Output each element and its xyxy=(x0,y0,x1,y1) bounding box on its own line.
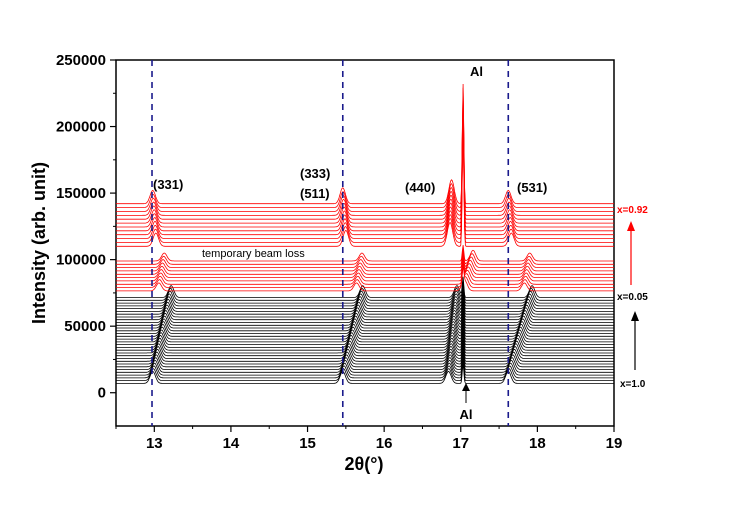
diffraction-trace xyxy=(116,254,614,272)
peak-label-333: (333) xyxy=(300,166,330,181)
diffraction-trace xyxy=(116,355,614,376)
x092-label: x=0.92 xyxy=(617,205,648,216)
diffraction-trace xyxy=(116,313,614,334)
y-tick-label: 150000 xyxy=(56,185,106,202)
al-arrow xyxy=(462,383,470,403)
y-tick-label: 100000 xyxy=(56,252,106,269)
diffraction-trace xyxy=(116,99,614,220)
x-tick-label: 17 xyxy=(452,435,469,452)
diffraction-trace xyxy=(116,291,614,312)
diffraction-trace xyxy=(116,262,614,282)
al-label-bottom: Al xyxy=(460,407,473,422)
y-tick-label: 0 xyxy=(98,385,106,402)
y-axis-title: Intensity (arb. unit) xyxy=(29,162,49,324)
diffraction-trace xyxy=(116,296,614,318)
diffraction-trace xyxy=(116,91,614,212)
diffraction-trace xyxy=(116,107,614,228)
diffraction-trace xyxy=(116,346,614,368)
x-tick-label: 14 xyxy=(223,435,240,452)
diffraction-trace xyxy=(116,349,614,370)
diffraction-trace xyxy=(116,264,614,288)
diffraction-trace xyxy=(116,293,614,315)
diffraction-trace xyxy=(116,244,614,262)
diffraction-trace xyxy=(116,122,614,243)
red-progress-arrow xyxy=(627,221,635,285)
diffraction-trace xyxy=(116,251,614,268)
diffraction-trace xyxy=(116,335,614,357)
diffraction-trace xyxy=(116,341,614,362)
diffraction-trace xyxy=(116,257,614,275)
y-tick-label: 200000 xyxy=(56,119,106,136)
diffraction-trace xyxy=(116,111,614,232)
diffraction-trace xyxy=(116,305,614,326)
diffraction-trace xyxy=(116,307,614,329)
diffraction-trace xyxy=(116,263,614,285)
diffraction-trace xyxy=(116,248,614,265)
diffraction-trace xyxy=(116,103,614,224)
x-tick-label: 15 xyxy=(299,435,316,452)
x005-label: x=0.05 xyxy=(617,292,648,303)
x-axis-title: 2θ(°) xyxy=(345,454,384,474)
beam-loss-label: temporary beam loss xyxy=(202,248,305,260)
peak-marker-lines xyxy=(151,60,510,426)
x10-label: x=1.0 xyxy=(620,379,646,390)
diffraction-trace xyxy=(116,288,614,309)
diffraction-trace xyxy=(116,95,614,216)
diffraction-trace xyxy=(116,330,614,351)
diffraction-trace xyxy=(116,332,614,354)
diffraction-trace xyxy=(116,302,614,323)
diffraction-trace xyxy=(116,316,614,337)
x-tick-label: 19 xyxy=(606,435,623,452)
diffraction-trace xyxy=(116,282,614,304)
y-axis-ticks: 0 50000 100000 150000 200000 250000 xyxy=(56,52,116,402)
diffraction-traces xyxy=(116,83,614,384)
diffraction-trace xyxy=(116,327,614,348)
peak-label-511: (511) xyxy=(300,186,330,201)
x-tick-label: 18 xyxy=(529,435,546,452)
al-label-top: Al xyxy=(470,64,483,79)
diffraction-trace xyxy=(116,126,614,247)
diffraction-trace xyxy=(116,324,614,345)
diffraction-trace xyxy=(116,83,614,205)
plot-frame xyxy=(115,59,615,427)
diffraction-trace xyxy=(116,319,614,340)
y-tick-label: 50000 xyxy=(64,318,106,335)
peak-label-440: (440) xyxy=(405,180,435,195)
diffraction-trace xyxy=(116,279,614,301)
diffraction-trace xyxy=(116,285,614,307)
peak-label-531: (531) xyxy=(517,180,547,195)
diffraction-trace xyxy=(116,352,614,373)
x-tick-label: 16 xyxy=(376,435,393,452)
y-tick-label: 250000 xyxy=(56,52,106,69)
diffraction-trace xyxy=(116,299,614,321)
black-progress-arrow xyxy=(631,311,639,370)
diffraction-trace xyxy=(116,344,614,365)
x-axis-ticks: 13 14 15 16 17 18 19 xyxy=(115,426,623,452)
diffraction-trace xyxy=(116,87,614,208)
x-tick-label: 13 xyxy=(146,435,163,452)
peak-label-331: (331) xyxy=(153,177,183,192)
diffraction-trace xyxy=(116,360,614,381)
diffraction-trace xyxy=(116,265,614,292)
diffraction-trace xyxy=(116,260,614,278)
diffraction-trace xyxy=(116,363,614,384)
diffraction-trace xyxy=(116,321,614,343)
diffraction-trace xyxy=(116,357,614,379)
diffraction-trace xyxy=(116,114,614,236)
diffraction-trace xyxy=(116,310,614,332)
diffraction-trace xyxy=(116,338,614,359)
diffraction-trace xyxy=(116,118,614,239)
